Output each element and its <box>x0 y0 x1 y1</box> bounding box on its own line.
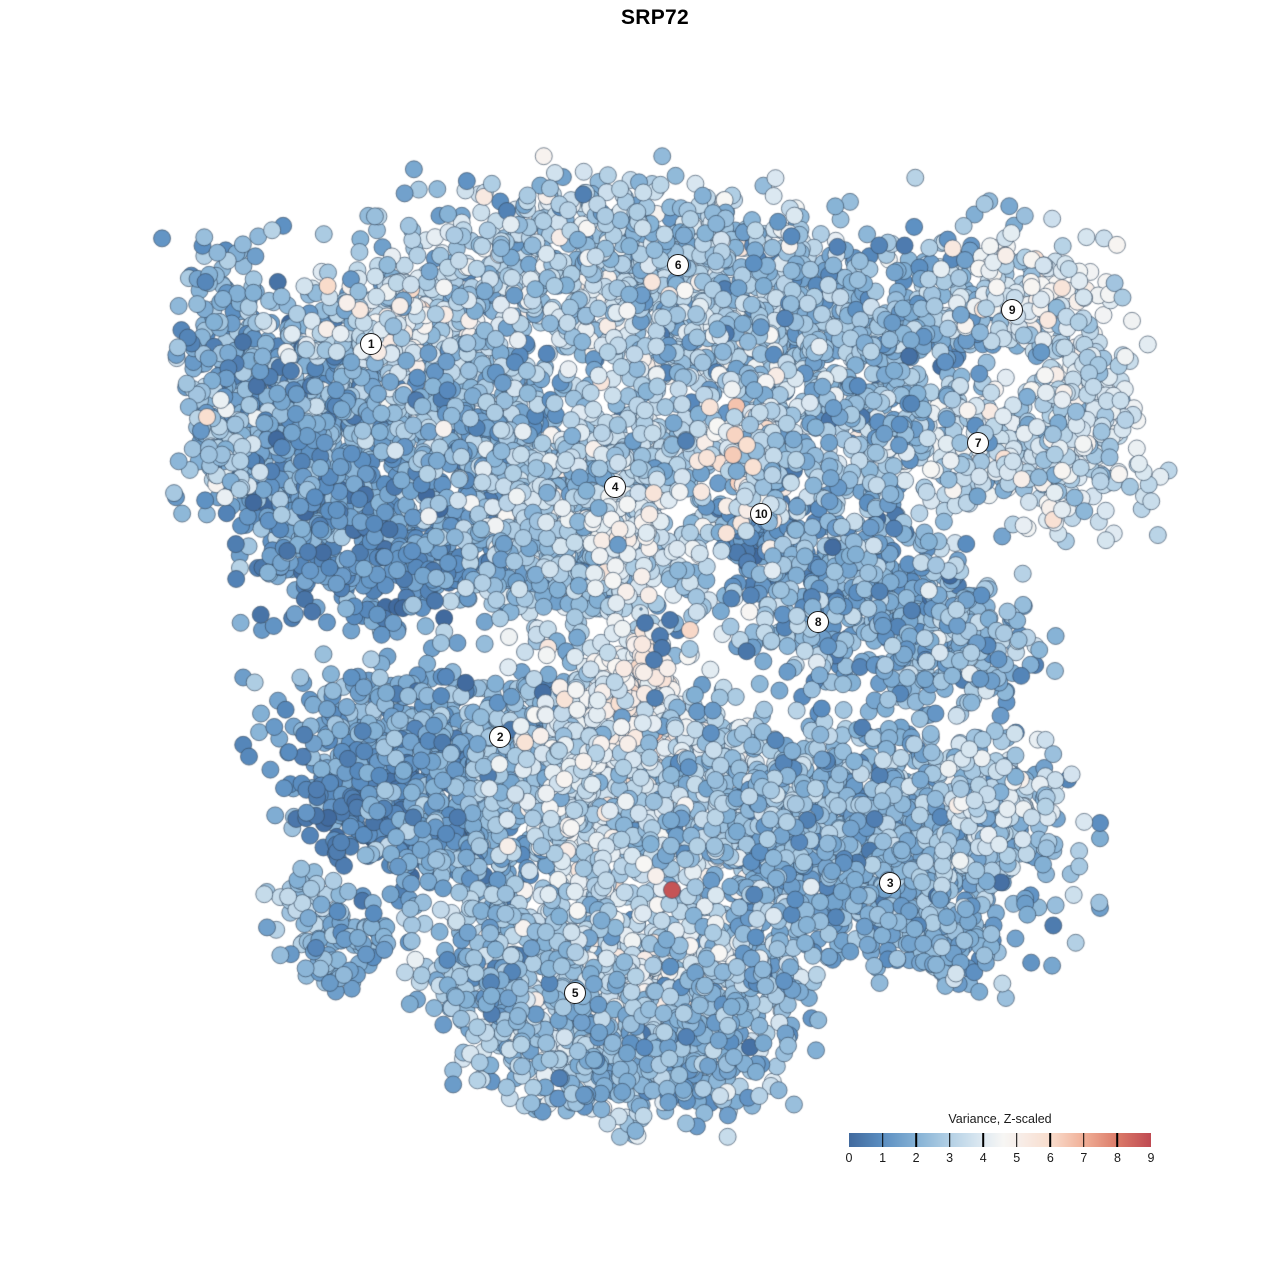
legend-tick-label: 9 <box>1147 1151 1155 1165</box>
legend-tick-label: 3 <box>946 1151 954 1165</box>
cluster-label-6: 6 <box>667 254 689 276</box>
legend-tick <box>881 1133 884 1147</box>
legend-colorbar <box>849 1133 1151 1147</box>
legend-tick-label: 6 <box>1046 1151 1054 1165</box>
legend-tick <box>1015 1133 1018 1147</box>
legend-tick-label: 1 <box>879 1151 887 1165</box>
legend-tick-label: 7 <box>1080 1151 1088 1165</box>
legend-tick <box>1116 1133 1119 1147</box>
cluster-label-8: 8 <box>807 611 829 633</box>
legend-tick <box>915 1133 917 1147</box>
legend-tick <box>1083 1133 1085 1147</box>
cluster-label-7: 7 <box>967 432 989 454</box>
cluster-label-4: 4 <box>604 476 626 498</box>
legend-tick-label: 0 <box>845 1151 853 1165</box>
legend-title: Variance, Z-scaled <box>948 1112 1052 1126</box>
legend-tick-label: 4 <box>979 1151 987 1165</box>
legend: Variance, Z-scaled 0 1 2 3 4 5 6 7 8 9 <box>845 1112 1155 1170</box>
legend-tick <box>1049 1133 1052 1147</box>
legend-tick <box>948 1133 951 1147</box>
legend-tick-label: 2 <box>912 1151 920 1165</box>
cluster-label-5: 5 <box>564 982 586 1004</box>
cluster-label-1: 1 <box>360 333 382 355</box>
legend-tick <box>982 1133 985 1147</box>
cluster-label-2: 2 <box>489 726 511 748</box>
cluster-label-3: 3 <box>879 872 901 894</box>
legend-tick-label: 5 <box>1013 1151 1021 1165</box>
cluster-label-9: 9 <box>1001 299 1023 321</box>
legend-tick-label: 8 <box>1113 1151 1121 1165</box>
cluster-label-10: 10 <box>750 503 772 525</box>
